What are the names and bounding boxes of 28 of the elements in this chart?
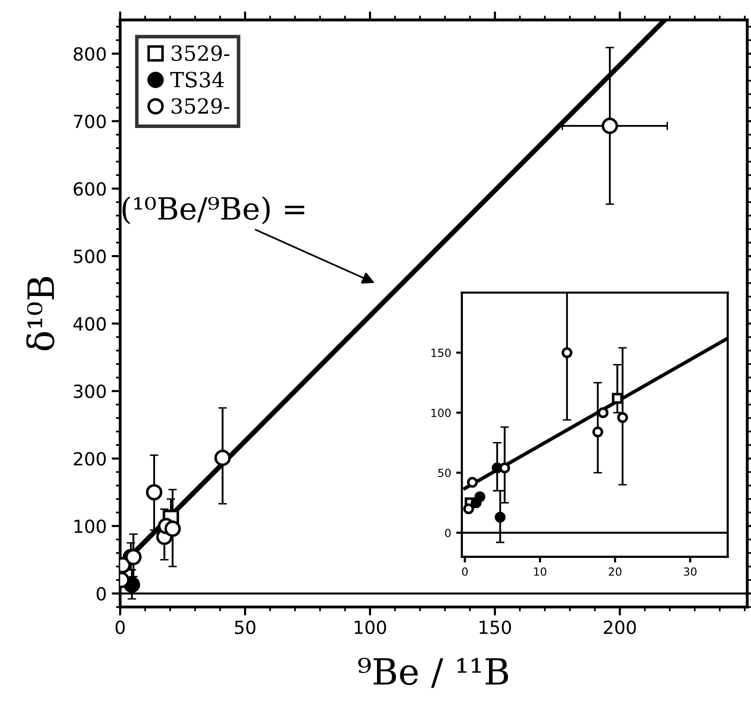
x-tick-label: 50 <box>234 620 256 634</box>
y-tick-label: 600 <box>74 182 106 196</box>
y-tick-label: 100 <box>431 408 451 418</box>
annotation: (¹⁰Be/⁹Be) = <box>122 196 304 224</box>
y-axis-title: δ¹⁰B <box>26 277 54 350</box>
y-tick-label: 200 <box>74 452 106 466</box>
x-tick-label: 200 <box>604 620 636 634</box>
y-tick-label: 700 <box>74 114 106 128</box>
y-tick-label: 0 <box>96 586 106 601</box>
x-tick-label: 0 <box>116 620 125 634</box>
x-tick-label: 100 <box>354 620 386 634</box>
y-tick-label: 300 <box>74 384 106 398</box>
y-tick-label: 100 <box>74 519 106 534</box>
x-tick-label: 20 <box>608 567 622 576</box>
x-tick-label: 0 <box>462 567 468 576</box>
x-tick-label: 10 <box>534 567 546 576</box>
y-tick-label: 50 <box>438 468 451 478</box>
y-tick-label: 150 <box>431 348 451 358</box>
legend-label: TS34 <box>170 72 224 88</box>
x-tick-label: 30 <box>684 567 696 576</box>
legend-label: 3529- <box>172 98 230 114</box>
y-tick-label: 500 <box>74 250 106 264</box>
x-axis-title: ⁹Be / ¹¹B <box>358 658 508 688</box>
y-tick-label: 0 <box>445 528 451 538</box>
y-tick-label: 800 <box>74 47 106 61</box>
legend-label: 3529- <box>172 45 230 62</box>
x-tick-label: 150 <box>480 620 511 634</box>
y-tick-label: 400 <box>73 317 106 331</box>
